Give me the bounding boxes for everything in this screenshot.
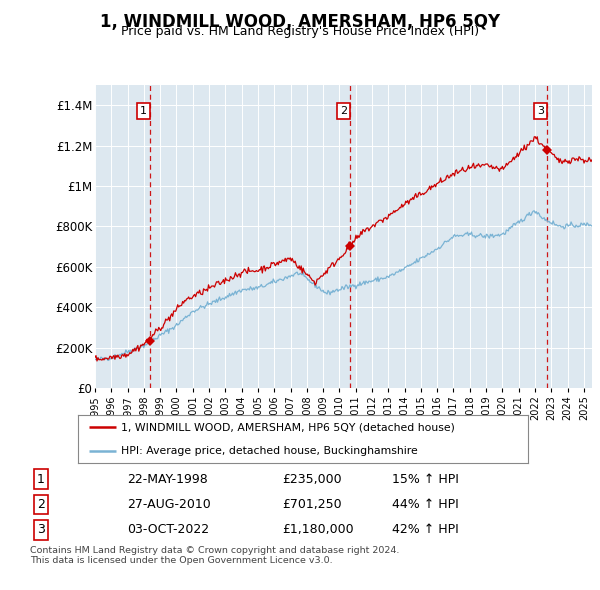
Text: 3: 3 [537, 106, 544, 116]
Text: 1: 1 [37, 473, 45, 486]
Text: 44% ↑ HPI: 44% ↑ HPI [392, 498, 459, 511]
Text: 1, WINDMILL WOOD, AMERSHAM, HP6 5QY (detached house): 1, WINDMILL WOOD, AMERSHAM, HP6 5QY (det… [121, 422, 455, 432]
Text: 1, WINDMILL WOOD, AMERSHAM, HP6 5QY: 1, WINDMILL WOOD, AMERSHAM, HP6 5QY [100, 13, 500, 31]
Text: £701,250: £701,250 [283, 498, 343, 511]
Text: 15% ↑ HPI: 15% ↑ HPI [392, 473, 459, 486]
Text: 03-OCT-2022: 03-OCT-2022 [127, 523, 209, 536]
Text: £1,180,000: £1,180,000 [283, 523, 355, 536]
Text: 1: 1 [140, 106, 147, 116]
Text: 3: 3 [37, 523, 45, 536]
Text: Price paid vs. HM Land Registry's House Price Index (HPI): Price paid vs. HM Land Registry's House … [121, 25, 479, 38]
Text: Contains HM Land Registry data © Crown copyright and database right 2024.
This d: Contains HM Land Registry data © Crown c… [30, 546, 400, 565]
Text: 2: 2 [340, 106, 347, 116]
Text: 2: 2 [37, 498, 45, 511]
Text: 42% ↑ HPI: 42% ↑ HPI [392, 523, 459, 536]
Text: 27-AUG-2010: 27-AUG-2010 [127, 498, 211, 511]
Text: 22-MAY-1998: 22-MAY-1998 [127, 473, 208, 486]
Text: HPI: Average price, detached house, Buckinghamshire: HPI: Average price, detached house, Buck… [121, 446, 418, 456]
Text: £235,000: £235,000 [283, 473, 343, 486]
